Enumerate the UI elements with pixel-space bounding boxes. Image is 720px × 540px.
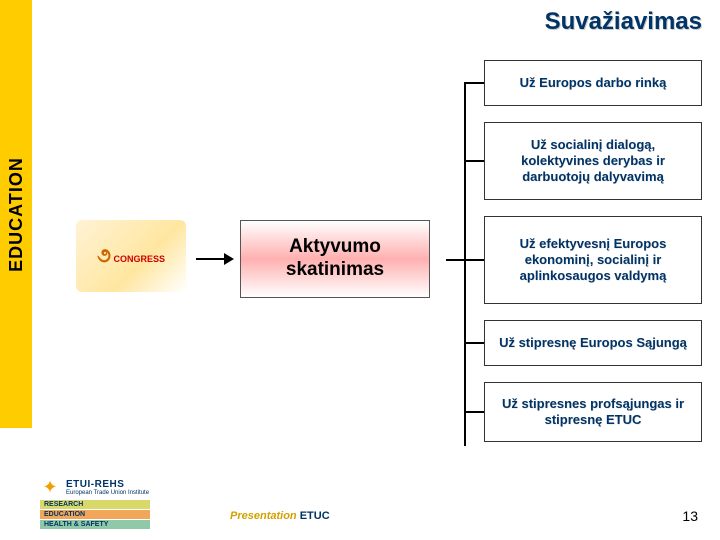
footer-band: HEALTH & SAFETY	[40, 520, 150, 529]
presentation-label: Presentation ETUC	[230, 510, 330, 522]
page-number: 13	[682, 508, 698, 524]
star-icon: ✦	[40, 477, 60, 497]
footer-title: ETUI-REHS	[66, 479, 149, 490]
congress-logo-inner: ૭ CONGRESS	[97, 245, 165, 268]
connector-branch	[464, 82, 484, 84]
outcome-box-4: Už stipresnes profsąjungas ir stipresnę …	[484, 382, 702, 442]
connector-branch	[464, 160, 484, 162]
connector-branch	[464, 342, 484, 344]
connector-trunk	[446, 259, 464, 261]
footer-band: RESEARCH	[40, 500, 150, 509]
footer-bands: RESEARCHEDUCATIONHEALTH & SAFETY	[40, 500, 170, 529]
presentation-right: ETUC	[300, 510, 330, 522]
footer-logo: ✦ ETUI-REHS European Trade Union Institu…	[40, 477, 170, 530]
footer-band: EDUCATION	[40, 510, 150, 519]
swirl-icon: ૭	[97, 245, 111, 267]
page-title: Suvažiavimas	[545, 8, 702, 36]
outcome-box-3: Už stipresnę Europos Sąjungą	[484, 320, 702, 366]
congress-text: CONGRESS	[113, 254, 165, 264]
central-box: Aktyvumo skatinimas	[240, 220, 430, 298]
sidebar-vertical: EDUCATION	[0, 0, 32, 428]
footer-sub: European Trade Union Institute	[66, 490, 149, 496]
connector-branch	[464, 411, 484, 413]
sidebar-label: EDUCATION	[6, 157, 27, 272]
arrow-icon	[196, 248, 234, 270]
congress-logo: ૭ CONGRESS	[76, 220, 186, 292]
connector-spine	[464, 82, 466, 446]
outcome-box-1: Už socialinį dialogą, kolektyvines deryb…	[484, 122, 702, 200]
connector-branch	[464, 259, 484, 261]
outcome-box-2: Už efektyvesnį Europos ekonominį, social…	[484, 216, 702, 304]
outcome-box-0: Už Europos darbo rinką	[484, 60, 702, 106]
presentation-left: Presentation	[230, 510, 297, 522]
